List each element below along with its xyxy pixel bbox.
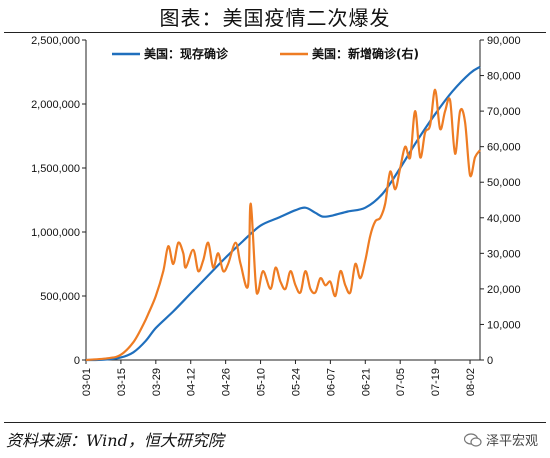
y-left-tick-label: 1,500,000 [31, 163, 80, 175]
source-note: 资料来源：Wind，恒大研究院 [6, 431, 224, 450]
title-divider [4, 32, 546, 33]
x-tick-label: 07-05 [395, 368, 407, 396]
x-tick-label: 03-15 [116, 368, 128, 396]
y-right-tick-label: 70,000 [487, 106, 521, 118]
x-tick-label: 07-19 [430, 368, 442, 396]
y-left-tick-label: 2,500,000 [31, 35, 80, 47]
y-left-tick-label: 1,000,000 [31, 227, 80, 239]
x-tick-label: 04-12 [186, 368, 198, 396]
wechat-icon [463, 432, 482, 447]
series-line-confirmed [85, 65, 481, 362]
chart-svg: 0 500,000 1,000,000 1,500,000 2,000,000 2,500… [31, 35, 521, 396]
y-right-tick-label: 40,000 [487, 213, 521, 225]
y-left-tick-label: 500,000 [40, 291, 80, 303]
chart-title: 图表：美国疫情二次爆发 [159, 6, 391, 30]
y-right-tick-label: 0 [487, 355, 493, 367]
watermark: 泽平宏观 [463, 430, 538, 449]
y-right-tick-label: 30,000 [487, 248, 521, 260]
legend-label-new-cases: 美国：新增确诊(右) [312, 46, 419, 61]
x-tick-label: 04-26 [221, 368, 233, 396]
x-tick-label: 03-29 [151, 368, 163, 396]
watermark-text: 泽平宏观 [485, 434, 538, 449]
x-tick-label: 05-24 [290, 368, 302, 396]
legend-label-confirmed: 美国：现存确诊 [144, 46, 229, 61]
x-tick-label: 08-02 [465, 368, 477, 396]
x-tick-label: 05-10 [256, 368, 268, 396]
y-right-tick-label: 60,000 [487, 142, 521, 154]
x-tick-label: 03-01 [81, 368, 93, 396]
series-line-new-cases [85, 88, 481, 362]
legend: 美国：现存确诊 美国：新增确诊(右) [112, 46, 419, 61]
y-right-tick-label: 90,000 [487, 35, 521, 47]
x-tick-label: 06-07 [325, 368, 337, 396]
y-right-tick-label: 50,000 [487, 177, 521, 189]
axes-group: 0 500,000 1,000,000 1,500,000 2,000,000 2,500… [31, 35, 521, 396]
y-left-tick-label: 2,000,000 [31, 99, 80, 111]
y-right-tick-label: 10,000 [487, 319, 521, 331]
y-right-tick-label: 80,000 [487, 71, 521, 83]
y-left-tick-label: 0 [74, 355, 80, 367]
series-layer [85, 65, 481, 362]
footer-divider [4, 422, 546, 423]
y-right-tick-label: 20,000 [487, 284, 521, 296]
x-tick-label: 06-21 [360, 368, 372, 396]
